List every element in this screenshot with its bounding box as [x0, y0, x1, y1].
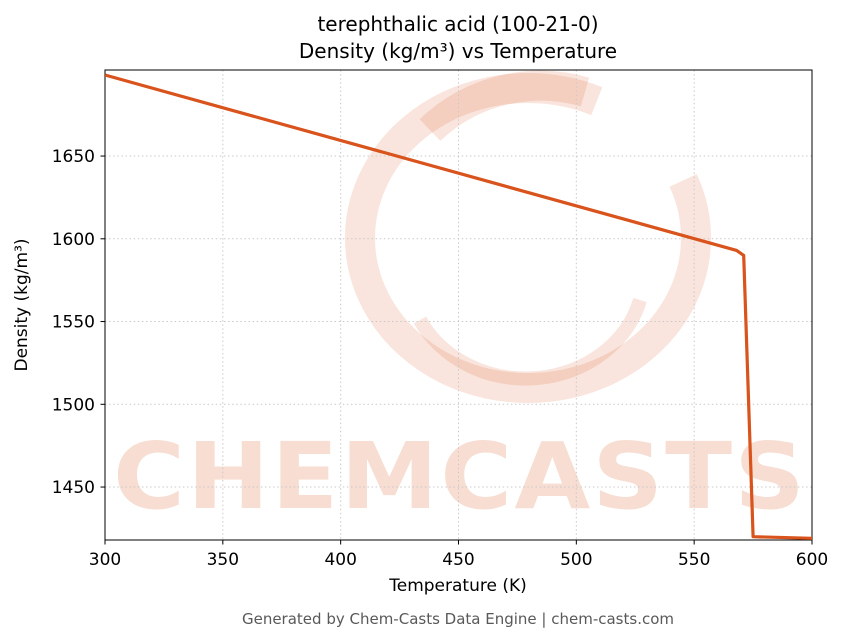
y-tick-label: 1500	[52, 395, 95, 415]
x-tick-label: 500	[560, 550, 592, 570]
axis-ticks: 300 350 400 450 500 550 600 1450 1500 1550 1600 165…	[52, 147, 828, 570]
x-tick-label: 600	[796, 550, 828, 570]
y-tick-label: 1650	[52, 147, 95, 167]
y-tick-label: 1550	[52, 313, 95, 333]
x-axis-label: Temperature (K)	[388, 576, 527, 596]
x-tick-label: 450	[442, 550, 474, 570]
footer-text: Generated by Chem-Casts Data Engine | ch…	[242, 610, 674, 628]
x-tick-label: 350	[207, 550, 239, 570]
density-line	[105, 73, 812, 540]
y-tick-label: 1450	[52, 478, 95, 498]
watermark-text: CHEMCASTS	[113, 423, 807, 530]
chart-title-line2: Density (kg/m³) vs Temperature	[299, 39, 617, 63]
y-axis-label: Density (kg/m³)	[12, 238, 32, 371]
y-tick-label: 1600	[52, 230, 95, 250]
watermark-swirl-top-icon	[419, 70, 590, 142]
watermark: CHEMCASTS	[113, 70, 807, 530]
x-tick-label: 550	[678, 550, 710, 570]
x-tick-label: 400	[324, 550, 356, 570]
x-tick-label: 300	[89, 550, 121, 570]
watermark-swirl-icon	[345, 73, 711, 403]
chart-title-line1: terephthalic acid (100-21-0)	[317, 12, 598, 36]
watermark-swirl-inner-icon	[413, 297, 647, 386]
